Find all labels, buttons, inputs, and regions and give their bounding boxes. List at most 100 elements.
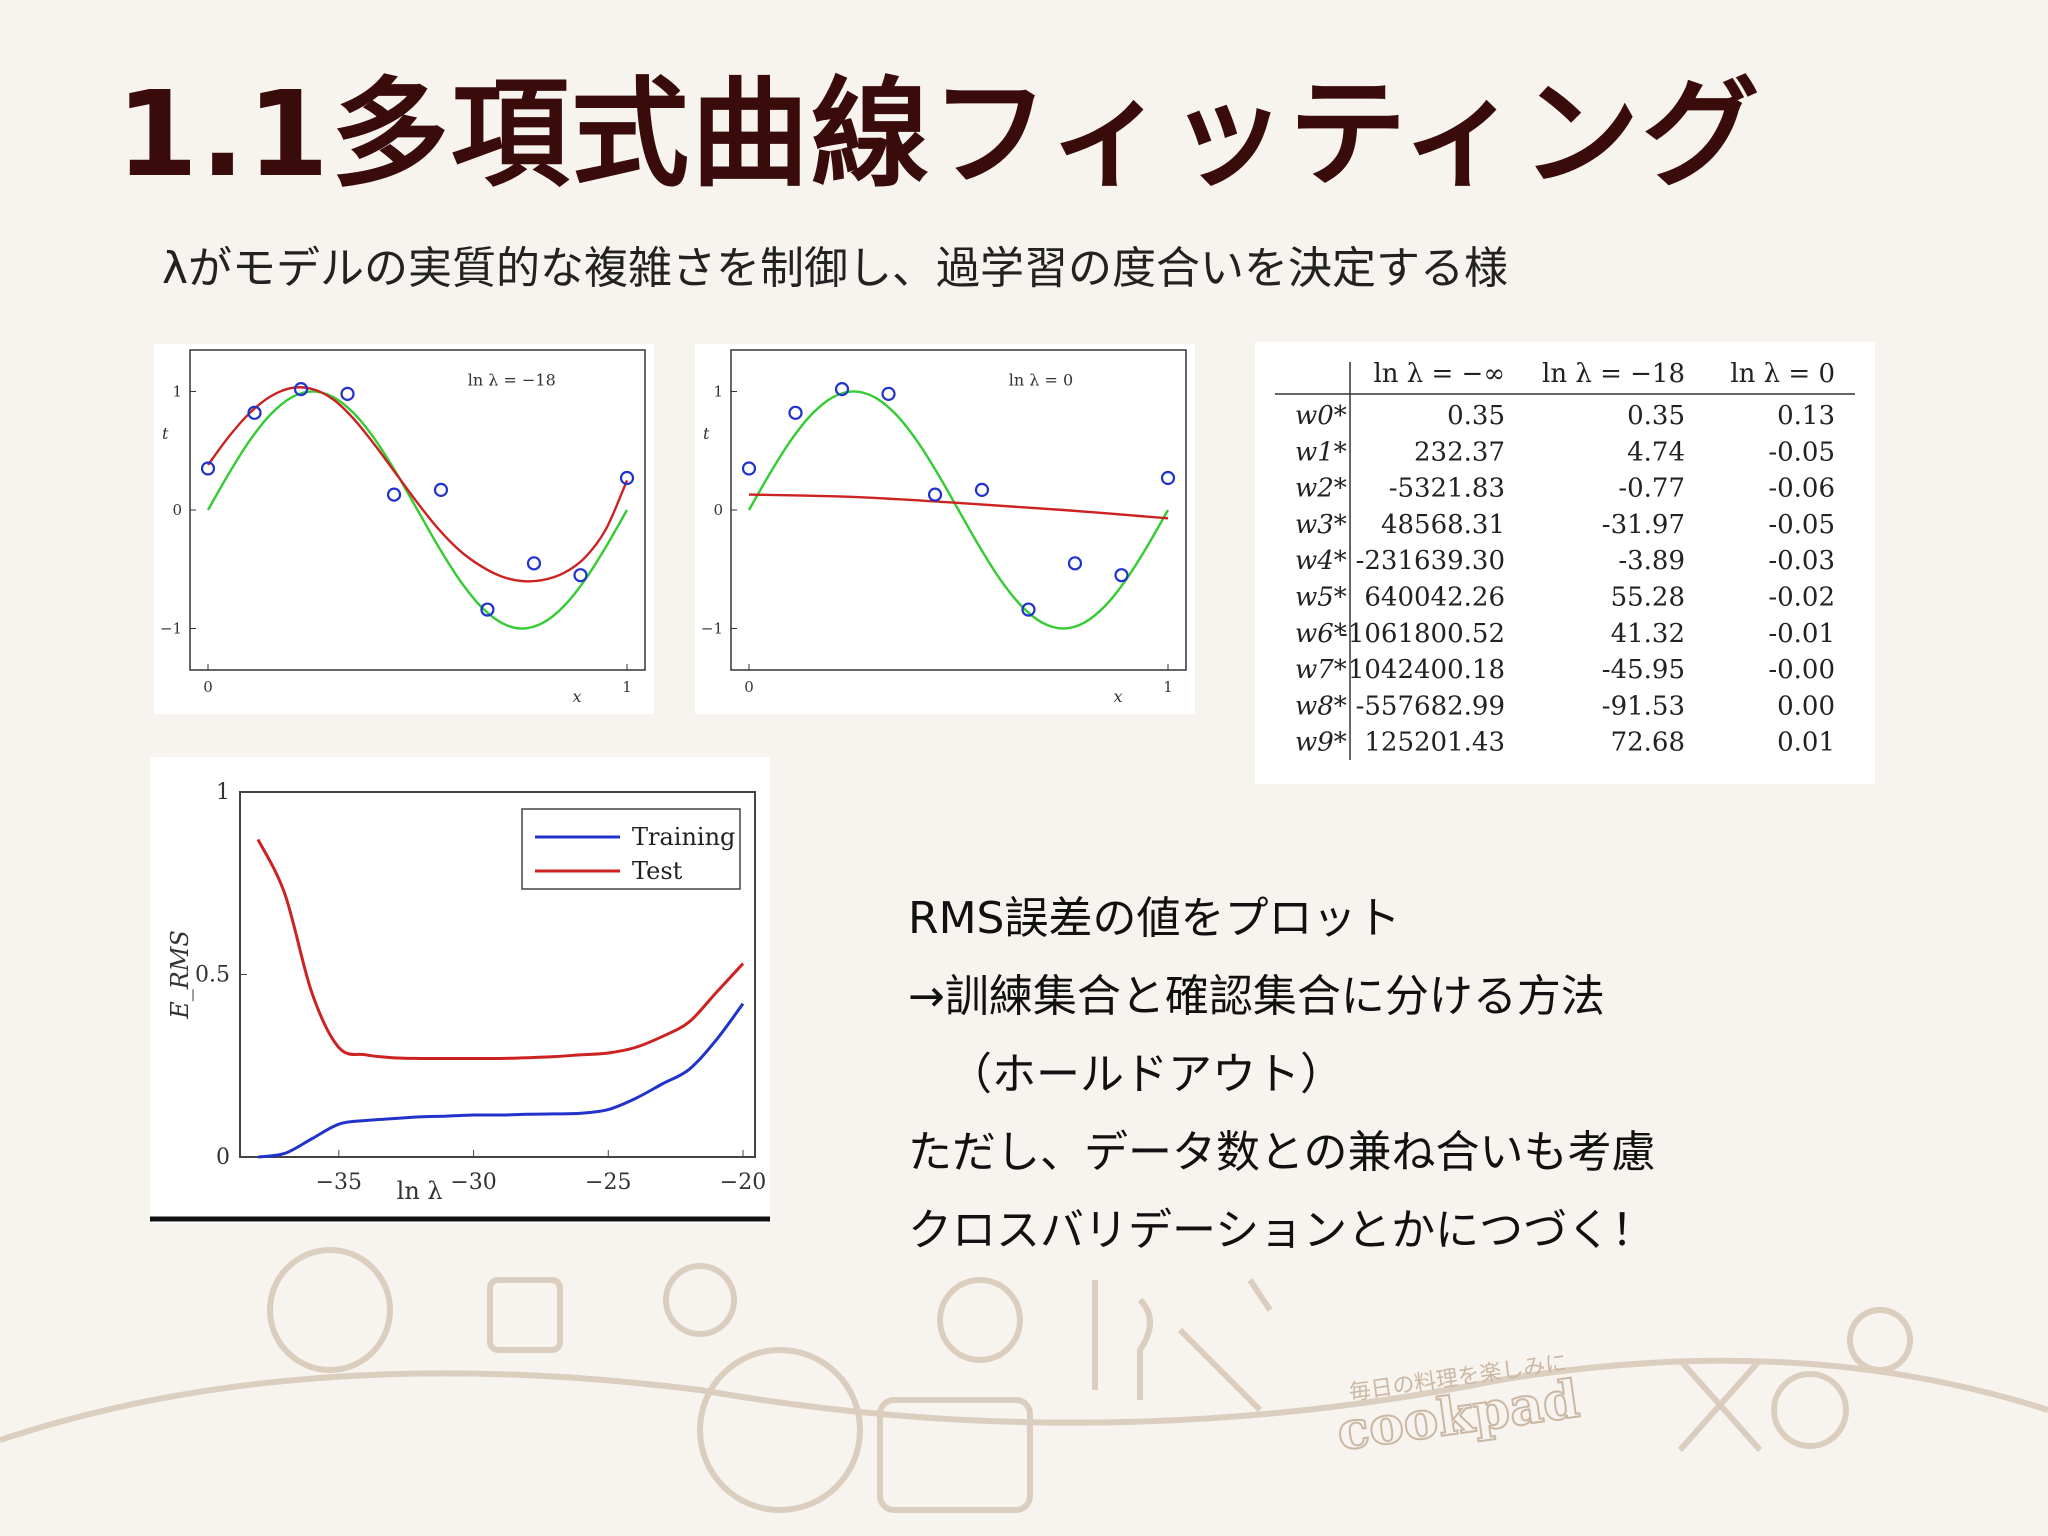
data-point [1021,602,1036,617]
data-point [480,602,495,617]
note-line: →訓練集合と確認集合に分ける方法 [908,971,1605,1022]
table-cell: -3.89 [1618,546,1685,576]
series-line [747,390,1170,630]
plate-icon [1771,1371,1849,1449]
table-cell: 0.13 [1777,401,1835,431]
note-line: RMS誤差の値をプロット [908,893,1401,944]
pot-icon [487,1277,563,1353]
x-tick-label: 0 [744,678,754,696]
y-tick-label: 0 [172,501,182,519]
erms-plot-svg: 0 0.5 1 −35 −30 −25 −20 ln λ E_RMS Training Test [150,780,770,1222]
data-point [619,470,635,486]
table-column-header: ln λ = −∞ [1373,359,1505,389]
plot-annotation: ln λ = −18 [468,371,556,390]
data-point [247,405,262,420]
table-cell: -0.77 [1618,474,1685,504]
table-cell: 48568.31 [1381,510,1505,540]
table-row-label: w9* [1295,728,1347,758]
scissors-icon [1677,1358,1763,1452]
erms-plot: 0 0.5 1 −35 −30 −25 −20 ln λ E_RMS Training Test [150,757,770,1223]
fit-plot-lambda-minus18-svg: −1 0 1 0 1 t x ln λ = −18 [160,349,646,706]
table-cell: 41.32 [1611,619,1685,649]
data-point [1160,470,1176,486]
data-point [573,568,588,583]
x-tick-label: 0 [203,678,213,696]
y-tick-label: 0 [216,1145,230,1170]
table-row-label: w3* [1295,510,1347,540]
table-cell: 0.00 [1777,691,1835,721]
table-cell: 640042.26 [1364,583,1505,613]
table-row-label: w2* [1295,474,1347,504]
slide-subtitle: λがモデルの実質的な複雑さを制御し、過学習の度合いを決定する様 [162,243,1509,294]
table-cell: -45.95 [1602,655,1685,685]
slide-title: 1.1多項式曲線フィッティング [116,65,1762,203]
table-cell: -0.00 [1768,655,1835,685]
y-tick-label: 0.5 [195,963,230,988]
data-point [1114,568,1129,583]
cutting-board-icon [877,1397,1033,1513]
table-column-header: ln λ = −18 [1542,359,1685,389]
note-line: ただし、データ数との兼ね合いも考慮 [908,1127,1656,1178]
x-tick-label: −25 [585,1170,631,1195]
utensils-icon [1092,1280,1153,1400]
table-row-label: w8* [1295,691,1347,721]
x-tick-label: 1 [1163,678,1173,696]
x-axis-label: ln λ [397,1177,443,1205]
data-point [927,487,943,502]
y-tick-label: −1 [160,620,182,638]
note-line: クロスバリデーションとかにつづく！ [908,1205,1656,1256]
jar-icon [1847,1307,1913,1373]
x-axis-label: x [1114,687,1123,706]
y-axis-label: t [162,424,169,443]
table-cell: -0.06 [1768,474,1835,504]
fit-plot-lambda-0-svg: −1 0 1 0 1 t x ln λ = 0 [701,349,1187,706]
data-point [834,382,850,397]
fit-plot-lambda-minus18: −1 0 1 0 1 t x ln λ = −18 [154,344,654,714]
note-line: （ホールドアウト） [948,1049,1344,1100]
table-cell: -5321.83 [1389,474,1505,504]
table-row-label: w6* [1295,619,1347,649]
x-tick-label: 1 [622,678,632,696]
series-line [206,390,629,630]
x-tick-label: −20 [720,1170,766,1195]
table-cell: -0.01 [1768,619,1835,649]
table-cell: -91.53 [1602,691,1685,721]
y-tick-label: 0 [713,501,723,519]
legend-label: Training [632,823,735,851]
table-cell: 232.37 [1414,437,1505,467]
table-cell: -31.97 [1602,510,1685,540]
data-point [788,405,803,420]
y-tick-label: −1 [701,620,723,638]
x-tick-label: −30 [450,1170,496,1195]
data-point [293,382,309,397]
y-tick-label: 1 [172,382,182,400]
table-cell: 4.74 [1627,437,1685,467]
table-row-label: w1* [1295,437,1347,467]
y-axis-label: t [703,424,710,443]
data-point [741,461,757,476]
table-cell: 0.01 [1777,728,1835,758]
table-row-label: w0* [1295,401,1347,431]
cup-icon [937,1277,1023,1363]
table-column-header: ln λ = 0 [1730,359,1835,389]
cookware-background-illustration: 毎日の料理を楽しみに cookpad [0,1247,2048,1513]
data-point [526,556,542,571]
whisk-icon [1177,1278,1273,1413]
y-tick-label: 1 [216,780,230,805]
table-row-label: w5* [1295,583,1347,613]
lid-icon [663,1263,737,1337]
legend-label: Test [632,857,683,885]
bowl-icon [697,1347,863,1513]
data-point [974,482,990,497]
notes: RMS誤差の値をプロット →訓練集合と確認集合に分ける方法 （ホールドアウト） … [908,880,1656,1270]
data-point [200,461,216,476]
series-line [207,386,629,583]
table-cell: -0.03 [1768,546,1835,576]
table-cell: 72.68 [1611,728,1685,758]
table-row-label: w7* [1295,655,1347,685]
table-cell: -0.05 [1768,510,1835,540]
table-cell: 55.28 [1611,583,1685,613]
series-line [257,1002,745,1159]
series-line [256,838,745,1061]
data-point [433,482,449,497]
